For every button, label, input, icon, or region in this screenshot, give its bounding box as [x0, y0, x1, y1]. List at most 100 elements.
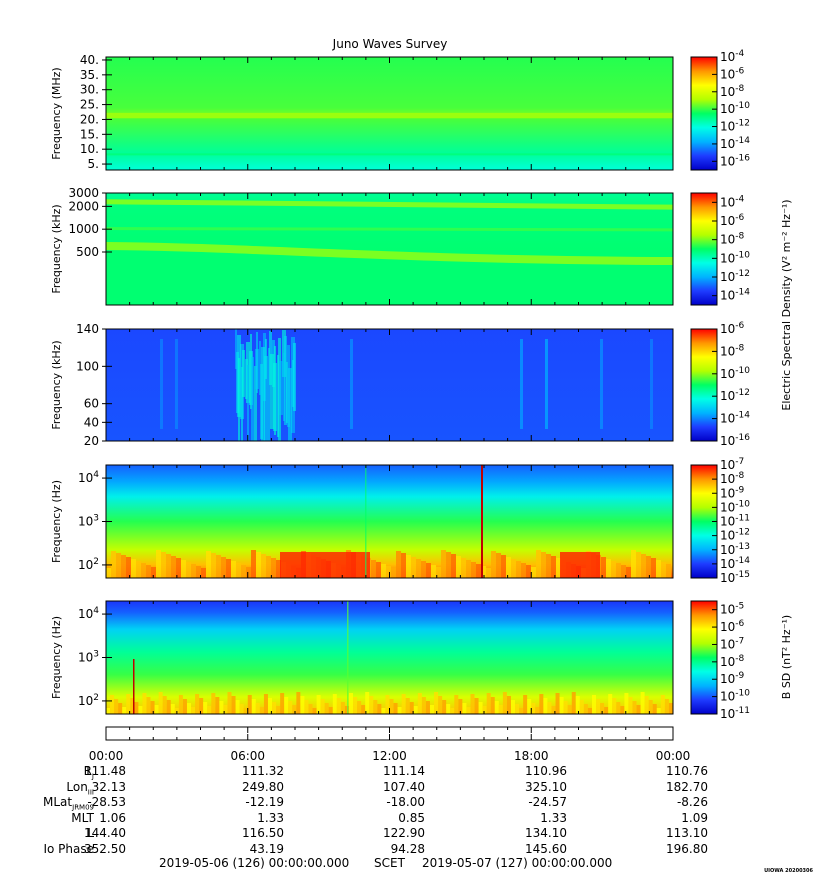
ephemeris-value: 32.13	[91, 779, 126, 794]
time-tick-label: 00:00	[89, 749, 124, 763]
time-tick-label: 00:00	[656, 749, 691, 763]
spectrogram-texture	[106, 112, 673, 156]
ephemeris-value: 111.14	[383, 764, 425, 778]
y-tick-label: 30.	[80, 83, 99, 97]
y-tick-label: 40.	[80, 53, 99, 67]
colorbar-tick-label: 10-9	[720, 671, 745, 686]
colorbar-label: Electric Spectral Density (V² m⁻² Hz⁻¹)	[780, 199, 793, 410]
colorbar	[690, 328, 718, 442]
panel-low-kilohertz: 140 100 60 40 20 Frequency (kHz) 10-6 10-8 10-10…	[50, 321, 750, 448]
ephemeris-label: LonIII	[66, 779, 94, 796]
ephemeris-row: Io Phase 352.50 43.19 94.28 145.60 196.80	[0, 842, 815, 858]
y-axis-label: Frequency (Hz)	[50, 616, 63, 699]
version-stamp: UIOWA 20200306	[764, 868, 813, 874]
spectrogram-figure: 40.35.30.25.20.15.10.5. Frequency (MHz) 10…	[50, 49, 793, 763]
y-tick-label: 60	[84, 397, 99, 411]
y-axis-label: Frequency (kHz)	[50, 340, 63, 429]
colorbar-tick-label: 10-10	[720, 366, 750, 381]
ephemeris-value: 1.09	[681, 810, 708, 825]
ephemeris-label: MLatJRM09	[43, 795, 94, 812]
scet-label: SCET	[374, 856, 405, 870]
y-tick-label: 104	[78, 606, 99, 621]
ephemeris-value: 1.33	[257, 810, 284, 825]
colorbar-tick-label: 10-8	[720, 343, 745, 358]
colorbar-tick-label: 10-14	[720, 288, 750, 303]
y-tick-label: 102	[78, 693, 99, 708]
colorbar-label: B SD (nT² Hz⁻¹)	[780, 615, 793, 699]
colorbar-tick-label: 10-8	[720, 84, 745, 99]
colorbar-tick-label: 10-6	[720, 619, 745, 634]
y-tick-label: 3000	[68, 186, 99, 200]
colorbar-tick-label: 10-16	[720, 433, 750, 448]
y-axis-label: Frequency (Hz)	[50, 480, 63, 563]
y-axis-label: Frequency (kHz)	[50, 204, 63, 293]
ephemeris-value: 110.96	[525, 764, 567, 778]
ephemeris-value: 0.85	[398, 810, 425, 825]
spectrogram-texture	[106, 199, 673, 266]
colorbar-tick-label: 10-8	[720, 232, 745, 247]
colorbar-tick-label: 10-14	[720, 136, 750, 151]
ephemeris-value: 107.40	[383, 779, 425, 794]
colorbar-tick-label: 10-6	[720, 66, 745, 81]
colorbar-tick-label: 10-15	[720, 570, 750, 585]
ephemeris-value: 122.90	[383, 826, 425, 840]
colorbar-tick-label: 10-11	[720, 706, 750, 721]
ephemeris-value: 145.60	[525, 841, 567, 856]
spectrogram-texture	[106, 601, 673, 714]
ephemeris-row: MLT 1.06 1.33 0.85 1.33 1.09	[0, 811, 815, 827]
ephemeris-value: 113.10	[666, 826, 708, 840]
ephemeris-value: -24.57	[528, 795, 567, 809]
y-tick-label: 15.	[80, 127, 99, 141]
ephemeris-value: 110.76	[666, 764, 708, 778]
colorbar-tick-label: 10-7	[720, 457, 744, 472]
panel-electric-hertz: 104 103 102 Frequency (Hz) 10-710-810-910-10…	[50, 457, 750, 585]
y-tick-label: 104	[78, 470, 99, 485]
time-tick-label: 12:00	[372, 749, 407, 763]
ephemeris-label: MLT	[71, 810, 94, 825]
y-tick-label: 10.	[80, 142, 99, 156]
colorbar-tick-label: 10-6	[720, 213, 745, 228]
ephemeris-row: LonIII 32.13 249.80 107.40 325.10 182.70	[0, 780, 815, 796]
colorbar-tick-label: 10-9	[720, 485, 745, 500]
time-tick-label: 06:00	[230, 749, 265, 763]
ephemeris-value: 111.48	[84, 764, 126, 778]
y-tick-label: 5.	[88, 157, 99, 171]
y-tick-label: 20	[84, 434, 99, 448]
y-tick-label: 25.	[80, 98, 99, 112]
ephemeris-value: 116.50	[242, 826, 284, 840]
time-tick-label: 18:00	[514, 749, 549, 763]
ephemeris-value: -8.26	[676, 795, 708, 809]
ephemeris-label: RJ	[83, 764, 94, 781]
colorbar-tick-label: 10-14	[720, 411, 750, 426]
ephemeris-value: 43.19	[249, 841, 284, 856]
y-tick-label: 20.	[80, 112, 99, 126]
y-tick-label: 35.	[80, 68, 99, 82]
colorbar-tick-label: 10-10	[720, 250, 750, 265]
spectrogram-low-kilohertz	[106, 329, 673, 441]
y-tick-label: 500	[76, 245, 99, 259]
ephemeris-value: 94.28	[390, 841, 425, 856]
ephemeris-row: L 144.40 116.50 122.90 134.10 113.10	[0, 826, 815, 842]
spectrogram-texture	[106, 465, 671, 578]
y-axis-label: Frequency (MHz)	[50, 67, 63, 159]
ephemeris-value: -12.19	[245, 795, 284, 809]
y-tick-label: 40	[84, 415, 99, 429]
end-time: 2019-05-07 (127) 00:00:00.000	[422, 856, 613, 870]
ephemeris-value: 249.80	[242, 779, 284, 794]
colorbar-tick-label: 10-4	[720, 49, 745, 64]
start-time: 2019-05-06 (126) 00:00:00.000	[159, 856, 350, 870]
colorbar-tick-label: 10-6	[720, 321, 745, 336]
chart-title: Juno Waves Survey	[332, 37, 448, 51]
ephemeris-value: 196.80	[666, 841, 708, 856]
panel-magnetic-hertz: 104 103 102 Frequency (Hz) 10-5 10-6 10-7 10-8 1…	[50, 600, 793, 721]
ephemeris-row: RJ 111.48 111.32 111.14 110.96 110.76	[0, 764, 815, 780]
ephemeris-value: 1.06	[99, 810, 126, 825]
ephemeris-value: 352.50	[84, 841, 126, 856]
y-tick-label: 103	[78, 514, 99, 529]
colorbar-tick-label: 10-8	[720, 471, 745, 486]
colorbar-tick-label: 10-14	[720, 556, 750, 571]
y-tick-label: 103	[78, 650, 99, 665]
y-tick-label: 140	[76, 322, 99, 336]
colorbar-tick-label: 10-12	[720, 388, 750, 403]
